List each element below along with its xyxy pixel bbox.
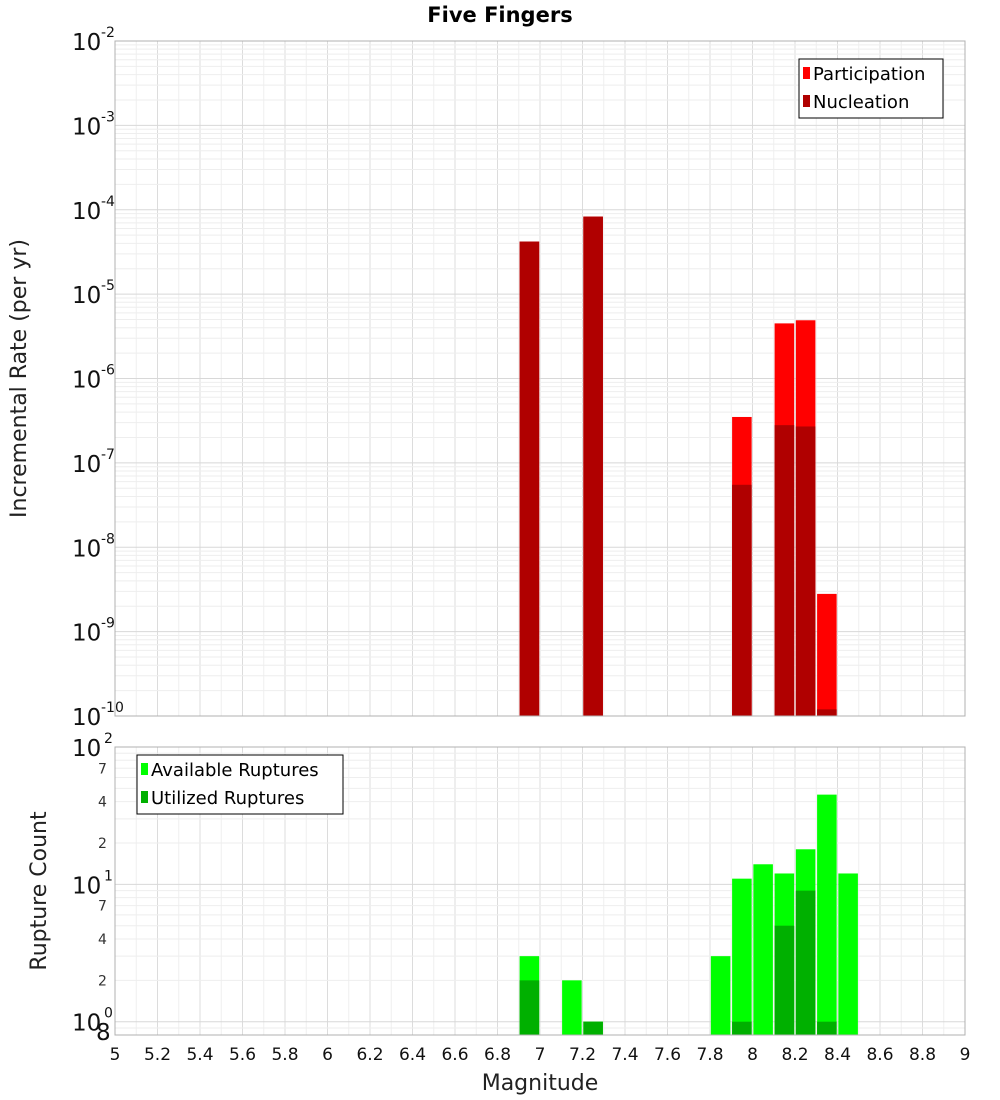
x-tick-label: 7.8 [696,1045,723,1065]
bar-available-ruptures [732,878,752,1035]
legend-box [798,58,944,119]
y-tick-minor-label: 4 [98,795,107,811]
y-tick-label: 10 [72,705,101,731]
y-tick-exponent: 0 [104,1006,113,1022]
x-tick-label: 8.6 [866,1045,893,1065]
bar-available-ruptures [838,873,858,1035]
x-tick-label: 7 [535,1045,546,1065]
legend-label: Available Ruptures [151,760,319,781]
x-tick-label: 8.4 [824,1045,851,1065]
y-tick-minor-label: 2 [98,836,107,852]
y-tick-label: 10 [72,368,101,394]
x-tick-label: 7.6 [654,1045,681,1065]
x-tick-label: 6.4 [399,1045,426,1065]
bar-nucleation [795,426,816,716]
bar-available-ruptures [562,980,582,1035]
y-tick-exponent: -2 [101,25,115,41]
y-tick-label: 10 [72,536,101,562]
y-tick-minor-label: 7 [98,899,107,915]
x-tick-label: 5.2 [144,1045,171,1065]
legend: Participation Nucleation [798,58,944,119]
y-tick-exponent: 1 [104,868,113,884]
y-tick-label: 10 [72,283,101,309]
y-tick-label: 10 [72,873,101,899]
bar-nucleation [774,425,795,716]
legend-label: Utilized Ruptures [151,788,304,809]
y-tick-minor-label: 2 [98,973,107,989]
x-tick-label: 7.4 [611,1045,638,1065]
legend-swatch [803,95,810,107]
bar-nucleation [817,709,837,716]
x-tick-label: 5 [110,1045,121,1065]
chart-title: Five Fingers [427,3,572,27]
bar-participation [817,593,837,716]
bar-available-ruptures [710,956,731,1035]
y-tick-label: 10 [72,1011,101,1037]
plot-frame [114,746,966,1036]
y-tick-minor-label: 4 [98,932,107,948]
x-tick-label: 7.2 [569,1045,596,1065]
x-tick-label: 6.8 [484,1045,511,1065]
y-tick-exponent: -8 [101,531,115,547]
plot-frame [114,40,966,717]
y-tick-exponent: -5 [101,278,115,294]
y-tick-exponent: -9 [101,616,115,632]
x-tick-label: 5.6 [229,1045,256,1065]
x-tick-label: 6.2 [356,1045,383,1065]
y-tick-label: 10 [72,30,101,56]
bar-available-ruptures [753,864,773,1035]
y-tick-exponent: -10 [101,700,124,716]
bar-utilized-ruptures [732,1021,752,1035]
bar-nucleation [583,216,603,716]
y-tick-label: 10 [72,736,101,762]
y-tick-minor-label: 7 [98,761,107,777]
bar-utilized-ruptures [519,980,540,1035]
x-axis-label: Magnitude [482,1071,599,1096]
y-tick-label: 10 [72,114,101,140]
y-tick-exponent: -7 [101,447,115,463]
y-tick-exponent: -3 [101,109,115,125]
y-axis-label: Incremental Rate (per yr) [7,239,32,518]
y-tick-exponent: -4 [101,194,115,210]
y-tick-label: 10 [72,621,101,647]
x-tick-label: 6 [322,1045,333,1065]
y-axis-label: Rupture Count [27,811,52,971]
legend-label: Participation [813,64,925,85]
legend-box [136,754,344,815]
bar-utilized-ruptures [817,1021,837,1035]
legend: Available Ruptures Utilized Ruptures [136,754,344,815]
x-tick-label: 5.4 [186,1045,213,1065]
bar-utilized-ruptures [795,890,816,1035]
bar-nucleation [732,484,752,716]
panel-1: Incremental Rate (per yr)10-1010-910-810… [7,25,966,731]
x-tick-label: 8.8 [909,1045,936,1065]
y-tick-label: 10 [72,452,101,478]
x-tick-label: 6.6 [441,1045,468,1065]
y-tick-exponent: -6 [101,363,115,379]
y-tick-label: 10 [72,199,101,225]
bar-nucleation [519,241,540,717]
y-tick-minor-label: 8 [96,1020,111,1046]
legend-swatch [141,791,148,803]
y-tick-exponent: 2 [104,731,113,747]
bar-utilized-ruptures [583,1021,603,1035]
x-tick-label: 8 [747,1045,758,1065]
bar-utilized-ruptures [774,925,795,1035]
legend-label: Nucleation [813,92,909,113]
legend-swatch [141,763,148,775]
x-tick-label: 8.2 [781,1045,808,1065]
bar-available-ruptures [817,794,837,1035]
x-tick-label: 9 [960,1045,971,1065]
x-tick-label: 5.8 [271,1045,298,1065]
legend-swatch [803,67,810,79]
